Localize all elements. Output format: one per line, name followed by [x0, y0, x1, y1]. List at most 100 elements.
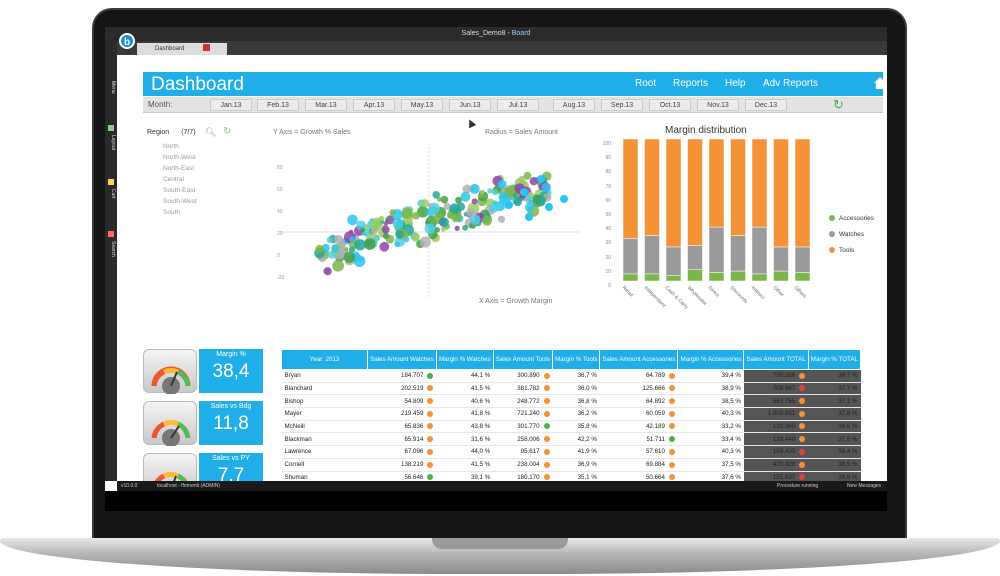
month-button[interactable]: Oct.13 — [649, 99, 691, 111]
month-button[interactable]: Dec.13 — [745, 99, 787, 111]
cell-value: 36,8 % — [577, 397, 597, 405]
side-layout[interactable]: Layout — [110, 135, 116, 151]
month-button[interactable]: Mar.13 — [305, 99, 347, 111]
tab-dashboard[interactable]: Dashboard — [137, 43, 227, 55]
side-search[interactable]: Search — [110, 241, 116, 257]
legend-tools-label: Tools — [839, 247, 855, 254]
region-item[interactable]: South — [163, 209, 180, 216]
side-cart[interactable]: Cart — [110, 189, 116, 199]
margin-distribution-chart[interactable] — [615, 139, 825, 289]
scatter-y-tick: -20 — [277, 275, 285, 281]
month-button[interactable]: Nov.13 — [697, 99, 739, 111]
region-item[interactable]: North-West — [163, 154, 196, 161]
scatter-bubble — [439, 217, 449, 228]
table-cell: 42.189 — [599, 420, 678, 434]
cell-value: 219.459 — [401, 410, 424, 418]
table-header-cell[interactable]: Sales Amount Watches — [367, 349, 437, 370]
table-row[interactable]: Lawrence 67.096 44,0 % 95.617 41,9 % 57.610 40… — [281, 445, 861, 459]
table-header-cell[interactable]: Margin % TOTAL — [807, 349, 862, 370]
cart-icon[interactable] — [108, 179, 114, 185]
table-row[interactable]: Mayer 219.459 41,8 % 721.240 36,2 % 60.059 40,… — [281, 407, 861, 421]
search-icon[interactable] — [108, 231, 114, 237]
table-row[interactable]: Blanchard 202.519 41,5 % 381.782 36,0 % 125.6… — [281, 382, 861, 396]
bar-segment-tools — [730, 139, 746, 236]
table-cell: 38,9 % — [677, 382, 744, 396]
bar-segment-accessories — [751, 273, 768, 282]
table-row[interactable]: Shuman 56.646 39,1 % 180.170 35,1 % 50.664 37,… — [281, 471, 861, 481]
table-row[interactable]: Bryan 184.707 44,1 % 300.890 36,7 % 64.789 39,… — [281, 369, 861, 383]
nav-root[interactable]: Root — [635, 78, 657, 89]
table-cell: 36,9 % — [552, 458, 600, 472]
bar-segment-accessories — [730, 270, 746, 282]
month-button[interactable]: Jun.13 — [449, 99, 491, 111]
side-menu[interactable]: Menu — [110, 81, 116, 94]
table-row[interactable]: Cornell 138.219 41,5 % 238.004 36,9 % 69.884 3… — [281, 458, 861, 472]
scatter-bubble — [520, 188, 528, 196]
status-indicator-icon — [543, 474, 550, 481]
table-header-cell[interactable]: Sales Amount TOTAL — [743, 349, 809, 370]
table-row[interactable]: Blackman 65.914 31,6 % 258.006 42,2 % 51.711 3… — [281, 432, 861, 447]
layout-icon[interactable] — [108, 125, 114, 131]
bar-segment-tools — [687, 139, 703, 246]
kpi-sales-vs-bdg-label: Sales vs Bdg — [210, 403, 252, 410]
table-header-cell[interactable]: Year: 2013 — [281, 349, 368, 370]
table-header-cell[interactable]: Margin % Watches — [435, 349, 494, 370]
nav-reports[interactable]: Reports — [673, 78, 709, 89]
table-cell: 56.646 — [367, 471, 437, 481]
scatter-bubble — [344, 247, 349, 252]
cell-value: 43,8 % — [470, 423, 491, 431]
table-cell: 138.219 — [367, 458, 437, 472]
nav-adv-reports[interactable]: Adv Reports — [763, 78, 819, 89]
cell-value: 470.428 — [772, 461, 796, 469]
region-item[interactable]: Central — [163, 176, 184, 183]
refresh-icon[interactable]: ↻ — [833, 97, 844, 112]
cell-value: 33,2 % — [721, 423, 741, 431]
region-item[interactable]: North-East — [163, 165, 195, 172]
zoom-icon[interactable]: 🔍︎ — [205, 127, 217, 137]
month-button[interactable]: Apr.13 — [353, 99, 395, 111]
cell-value: 563.765 — [772, 397, 796, 405]
cell-value: 258.006 — [517, 435, 540, 443]
table-row[interactable]: McNeill 65.836 43,8 % 301.770 35,8 % 42.189 33… — [281, 420, 861, 434]
bubble-chart[interactable] — [279, 147, 579, 297]
scatter-bubble — [469, 214, 481, 225]
month-button[interactable]: Jan.13 — [210, 99, 252, 111]
home-icon[interactable] — [874, 77, 886, 89]
tab-close-icon[interactable] — [203, 44, 210, 51]
scatter-y-tick: 80 — [277, 165, 283, 171]
month-button[interactable]: May.13 — [401, 99, 443, 111]
messages-link[interactable]: New Messages — [847, 483, 882, 489]
month-button[interactable]: Aug.13 — [553, 99, 595, 111]
status-indicator-icon — [427, 448, 434, 455]
month-button[interactable]: Feb.13 — [257, 99, 299, 111]
table-cell: 128.440 — [743, 432, 809, 447]
legend-accessories: Accessories — [829, 215, 874, 222]
table-header-cell[interactable]: Margin % Accessories — [677, 349, 745, 370]
table-header-cell[interactable]: Sales Amount Accessories — [599, 349, 679, 370]
table-header-cell[interactable]: Margin % Tools — [552, 349, 601, 370]
table-row[interactable]: Bishop 54.809 40,6 % 248.772 36,8 % 64.892 38,… — [281, 394, 861, 409]
table-cell: 41,8 % — [436, 407, 494, 421]
scatter-bubble — [545, 203, 553, 211]
kpi-sales-vs-py-value: 7,7 — [217, 465, 245, 481]
window-title: Sales_Demo8 — [461, 30, 506, 37]
region-item[interactable]: South-West — [163, 198, 197, 205]
table-cell: 300.890 — [493, 369, 553, 383]
bar-segment-watches — [794, 246, 811, 273]
scatter-bubble — [471, 198, 478, 205]
region-item[interactable]: North — [163, 143, 179, 150]
scatter-y-tick: 0 — [277, 253, 280, 259]
left-sidebar: Menu Layout Cart Search — [105, 41, 117, 481]
month-button[interactable]: Jul.13 — [497, 99, 539, 111]
nav-help[interactable]: Help — [725, 78, 746, 89]
table-header-cell[interactable]: Sales Amount Tools — [492, 349, 554, 370]
table-cell: 155.937 — [743, 471, 809, 481]
month-button[interactable]: Sep.13 — [601, 99, 643, 111]
board-logo-icon[interactable]: b — [119, 33, 135, 49]
region-refresh-icon[interactable]: ↻ — [223, 126, 232, 137]
status-indicator-icon — [668, 448, 675, 455]
mouse-cursor-icon — [465, 117, 477, 129]
scatter-bubble — [394, 241, 400, 247]
region-item[interactable]: South-East — [163, 187, 196, 194]
bar-segment-accessories — [687, 269, 703, 282]
